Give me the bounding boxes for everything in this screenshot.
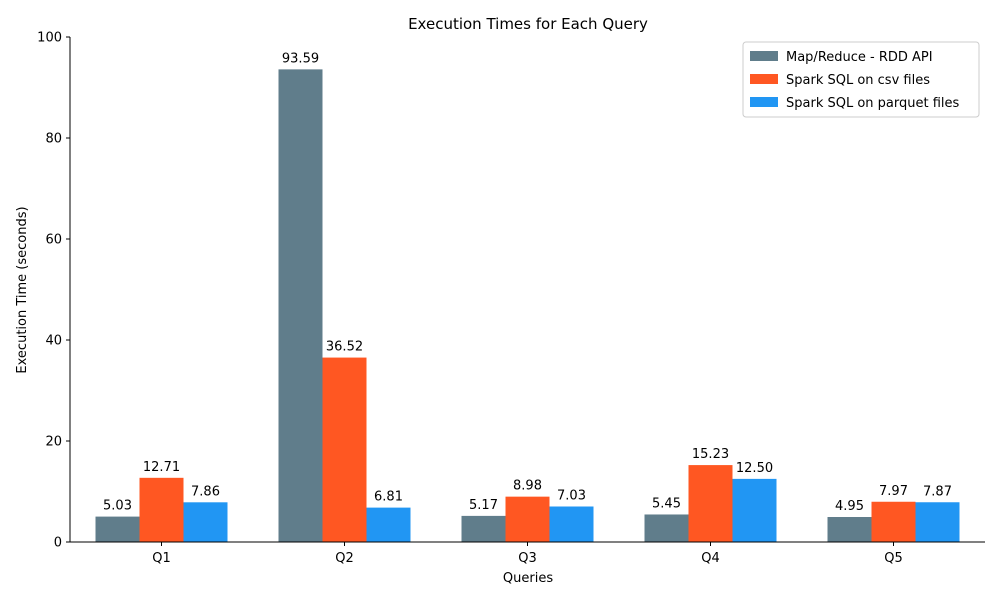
bar-value-label: 5.45 bbox=[652, 496, 681, 511]
y-tick-label: 60 bbox=[45, 233, 62, 248]
bar-value-label: 15.23 bbox=[692, 447, 729, 462]
bar-value-label: 12.71 bbox=[143, 460, 180, 475]
bar-q3-series-3 bbox=[549, 506, 594, 542]
legend-frame bbox=[742, 41, 980, 118]
bar-q5-series-2 bbox=[871, 501, 916, 542]
y-tick-label: 0 bbox=[54, 536, 62, 551]
bar-q3-series-2 bbox=[505, 496, 550, 542]
bar-q2-series-3 bbox=[366, 507, 411, 542]
y-tick-label: 80 bbox=[45, 132, 62, 147]
bar-value-label: 7.97 bbox=[879, 484, 908, 499]
x-tick-label: Q1 bbox=[152, 551, 171, 566]
chart-title: Execution Times for Each Query bbox=[408, 15, 648, 33]
bar-q4-series-3 bbox=[732, 478, 777, 542]
legend-entry: Map/Reduce - RDD API bbox=[786, 50, 933, 65]
x-axis-title: Queries bbox=[503, 571, 553, 586]
bar-value-label: 7.86 bbox=[191, 484, 220, 499]
bar-q4-series-2 bbox=[688, 465, 733, 542]
x-tick-label: Q2 bbox=[335, 551, 354, 566]
bar-value-label: 8.98 bbox=[513, 479, 542, 494]
plot-area: 5.03 93.59 5.17 5.45 4.95 12.71 36.52 8.98 15.23… bbox=[95, 51, 960, 543]
bar-value-label: 4.95 bbox=[835, 499, 864, 514]
bar-value-label: 7.03 bbox=[557, 488, 586, 503]
bar-q2-series-2 bbox=[322, 357, 367, 542]
bar-value-label: 6.81 bbox=[374, 490, 403, 505]
bar-q2-series-1 bbox=[278, 69, 323, 543]
legend-entry: Spark SQL on csv files bbox=[786, 73, 930, 88]
x-tick-label: Q4 bbox=[701, 551, 720, 566]
legend: Map/Reduce - RDD API Spark SQL on csv fil… bbox=[742, 41, 980, 118]
y-axis-title: Execution Time (seconds) bbox=[15, 206, 30, 373]
bar-value-label: 12.50 bbox=[736, 461, 773, 476]
bar-q1-series-2 bbox=[139, 477, 184, 542]
y-tick-label: 100 bbox=[37, 31, 62, 46]
legend-swatch bbox=[750, 97, 778, 107]
axes: 0 20 40 60 80 100 Q1 Q2 Q3 Q4 Q5 bbox=[37, 31, 985, 566]
legend-swatch bbox=[750, 74, 778, 84]
bar-value-label: 36.52 bbox=[326, 340, 363, 355]
bar-value-label: 7.87 bbox=[923, 484, 952, 499]
bar-q5-series-1 bbox=[827, 517, 872, 542]
legend-swatch bbox=[750, 51, 778, 61]
bar-q1-series-3 bbox=[183, 502, 228, 542]
bar-q5-series-3 bbox=[915, 502, 960, 542]
bar-value-label: 93.59 bbox=[282, 51, 319, 66]
y-tick-label: 20 bbox=[45, 435, 62, 450]
bar-q1-series-1 bbox=[95, 516, 140, 542]
bar-q3-series-1 bbox=[461, 515, 506, 542]
y-tick-label: 40 bbox=[45, 334, 62, 349]
x-tick-label: Q3 bbox=[518, 551, 537, 566]
bar-value-label: 5.17 bbox=[469, 498, 498, 513]
bar-q4-series-1 bbox=[644, 514, 689, 542]
x-tick-label: Q5 bbox=[884, 551, 903, 566]
legend-entry: Spark SQL on parquet files bbox=[786, 96, 960, 111]
bar-value-label: 5.03 bbox=[103, 499, 132, 514]
